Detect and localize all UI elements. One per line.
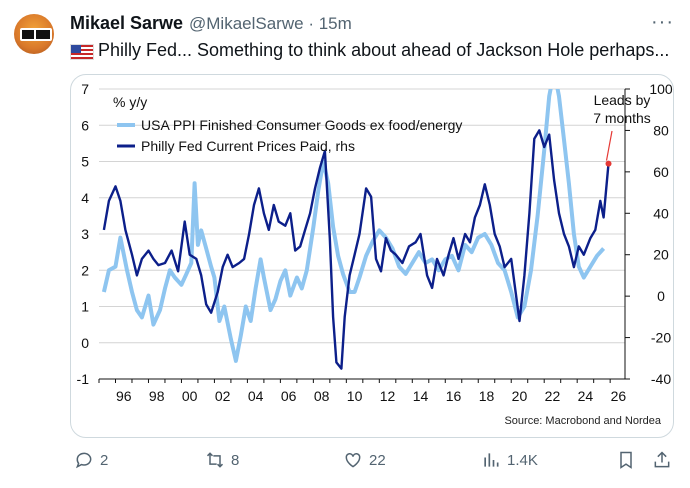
share-icon	[654, 451, 670, 468]
y-left-tick-label: 7	[81, 81, 89, 97]
author-name[interactable]: Mikael Sarwe	[70, 13, 184, 33]
y-right-tick-label: 100	[649, 81, 673, 97]
annotation-arrow	[605, 130, 613, 167]
bookmark-button[interactable]	[616, 450, 636, 470]
y-right-tick-label: 0	[657, 288, 665, 304]
author-handle-time[interactable]: @MikaelSarwe · 15m	[189, 14, 352, 34]
y-right-tick-label: 60	[653, 164, 669, 180]
y-right-tick-label: -40	[651, 371, 671, 387]
bookmark-icon	[620, 451, 632, 469]
y-left-tick-label: 4	[81, 190, 89, 206]
x-tick-label: 24	[578, 388, 594, 404]
views-icon	[484, 453, 499, 467]
share-button[interactable]	[652, 450, 672, 470]
annotation-arrow-line	[605, 130, 613, 161]
x-tick-label: 12	[380, 388, 396, 404]
annotation-line2: 7 months	[593, 110, 651, 126]
y-axis-unit-label: % y/y	[113, 94, 147, 110]
series-lines	[101, 89, 610, 370]
y-left-tick-label: 3	[81, 226, 89, 242]
like-button[interactable]: 22	[343, 450, 386, 470]
action-bar: 2 8 22 1.4K	[0, 450, 690, 478]
y-left-tick-label: 6	[81, 117, 89, 133]
legend-label-philly: Philly Fed Current Prices Paid, rhs	[141, 138, 355, 154]
x-tick-label: 02	[215, 388, 231, 404]
more-icon[interactable]: ···	[651, 11, 674, 33]
x-tick-label: 20	[512, 388, 528, 404]
views-count: 1.4K	[507, 451, 538, 469]
3d-glasses-graphic	[20, 28, 52, 41]
y-left-tick-label: 5	[81, 154, 89, 170]
x-tick-label: 00	[182, 388, 198, 404]
heart-icon	[345, 452, 361, 468]
x-tick-label: 08	[314, 388, 330, 404]
y-right-tick-label: 80	[653, 122, 669, 138]
philly-fed-series-line	[102, 129, 610, 370]
y-right-tick-label: -20	[651, 330, 671, 346]
x-tick-label: 22	[545, 388, 561, 404]
x-tick-label: 98	[149, 388, 165, 404]
y-left-tick-label: 1	[81, 299, 89, 315]
annotation-endpoint-dot	[605, 160, 612, 167]
like-count: 22	[369, 451, 386, 469]
views-button[interactable]: 1.4K	[481, 450, 538, 470]
reply-count: 2	[100, 451, 109, 469]
author-handle[interactable]: @MikaelSarwe	[189, 14, 304, 33]
x-tick-label: 96	[116, 388, 132, 404]
annotation-line1: Leads by	[594, 92, 651, 108]
y-left-tick-label: 0	[81, 335, 89, 351]
x-axis: 96 98 00 02 04 06 08 10 12 14 16 18 20 22 24 26	[98, 378, 627, 404]
reply-button[interactable]: 2	[74, 450, 108, 470]
x-tick-label: 16	[446, 388, 462, 404]
y-left-tick-label: 2	[81, 262, 89, 278]
legend-label-ppi: USA PPI Finished Consumer Goods ex food/…	[141, 117, 462, 133]
x-tick-label: 26	[611, 388, 627, 404]
post-time[interactable]: 15m	[318, 14, 352, 33]
separator-dot: ·	[308, 14, 314, 33]
avatar[interactable]	[14, 14, 54, 54]
left-axis: 7 6 5 4 3 2 1 0 -1	[77, 81, 90, 387]
retweet-icon	[206, 452, 224, 468]
reply-icon	[75, 452, 92, 469]
source-label: Source: Macrobond and Nordea	[504, 415, 661, 427]
right-axis: 100 80 60 40 20 0 -20 -40	[624, 81, 673, 387]
x-tick-label: 04	[248, 388, 264, 404]
x-tick-label: 06	[281, 388, 297, 404]
y-left-tick-label: -1	[77, 371, 90, 387]
us-flag-icon	[70, 44, 94, 60]
x-tick-label: 14	[413, 388, 429, 404]
chart-image[interactable]: 7 6 5 4 3 2 1 0 -1 100 80 60 40 20 0 -20 -40 96 98 00 02 04…	[70, 74, 674, 438]
y-right-tick-label: 40	[653, 205, 669, 221]
retweet-count: 8	[231, 451, 240, 469]
y-right-tick-label: 20	[653, 247, 669, 263]
retweet-button[interactable]: 8	[205, 450, 239, 470]
tweet-text: Philly Fed... Something to think about a…	[98, 40, 670, 60]
x-tick-label: 10	[347, 388, 363, 404]
x-tick-label: 18	[479, 388, 495, 404]
